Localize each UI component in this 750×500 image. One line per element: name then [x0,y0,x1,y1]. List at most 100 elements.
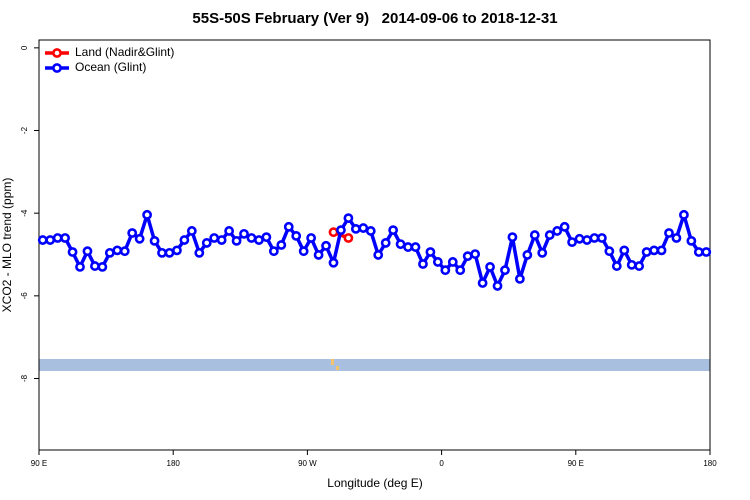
data-point [589,233,600,243]
data-point [365,226,376,236]
data-point [179,235,190,245]
data-point [462,251,473,262]
data-point [619,245,630,256]
data-point [492,281,503,291]
surface-speck [331,359,334,365]
data-point [664,228,674,238]
data-point [134,233,145,244]
data-point [194,247,205,258]
data-point [686,235,697,246]
x-axis-title: Longitude (deg E) [327,476,422,490]
data-point [500,265,510,276]
data-point [470,249,481,259]
data-point [529,230,540,240]
data-point [656,245,667,256]
x-tick-label: 180 [703,459,717,468]
data-point [373,250,384,260]
y-tick-label: 0 [20,45,29,50]
x-tick-label: 90 E [31,459,47,468]
y-tick-label: -6 [20,292,29,300]
data-point [380,238,391,248]
data-point [343,213,354,224]
data-point [209,233,220,243]
data-point [82,246,93,257]
data-point [157,247,167,258]
data-point [201,238,212,248]
data-point [537,247,548,258]
data-point [447,257,458,267]
data-point [112,245,123,256]
chart-title: 55S-50S February (Ver 9) 2014-09-06 to 2… [192,10,557,27]
legend-label: Ocean (Glint) [75,60,146,74]
legend-marker [52,63,62,73]
legend-marker [52,48,62,58]
data-point [67,247,78,257]
data-point [172,245,182,256]
data-point [611,261,622,271]
data-point [701,247,712,257]
data-point [75,262,85,272]
data-point [544,230,555,240]
data-point [596,233,607,243]
data-point [254,235,264,245]
y-tick-label: -2 [20,126,29,134]
data-point [522,250,533,260]
plot-frame [38,39,711,451]
y-tick-label: -4 [20,209,29,217]
data-point [283,221,294,232]
data-point [97,262,108,272]
data-point [90,261,100,271]
data-point [395,239,406,250]
data-point [328,257,339,268]
data-point [291,231,302,241]
data-point [261,232,272,243]
data-point [231,235,242,246]
data-point [574,233,585,244]
data-point [321,240,331,251]
data-point [410,242,421,252]
data-point [388,225,399,236]
y-tick-label: -8 [20,374,29,382]
data-point [403,242,413,252]
data-point [649,245,659,256]
x-tick-label: 90 E [568,459,584,468]
data-point [432,257,443,267]
data-point [343,233,354,243]
surface-band [39,359,710,371]
data-point [455,265,466,276]
data-point [671,233,682,243]
x-tick-label: 90 W [298,459,317,468]
data-point [216,235,227,245]
x-tick-label: 180 [167,459,181,468]
x-tick-label: 0 [439,459,444,468]
data-point [693,247,704,257]
data-point [567,237,577,248]
data-point [425,247,436,257]
data-point [239,228,249,239]
data-point [149,235,160,246]
data-point [142,209,153,220]
data-point [119,246,130,257]
data-point [45,235,56,245]
data-point [485,262,495,272]
data-point [626,259,637,270]
data-point [224,226,235,236]
y-axis-title: XCO2 - MLO trend (ppm) [0,178,14,313]
legend-label: Land (Nadir&Glint) [75,45,174,59]
data-point [246,233,257,243]
data-point [350,223,361,234]
data-point [477,278,488,288]
data-point [559,221,570,232]
surface-speck [336,366,339,370]
data-point [582,235,592,245]
data-point [604,246,615,257]
data-point [186,226,197,236]
data-point [358,223,369,233]
data-point [164,247,175,258]
data-point [440,265,451,276]
data-point [634,261,645,271]
data-point [418,259,428,269]
data-point [104,247,115,258]
data-point [313,250,324,260]
